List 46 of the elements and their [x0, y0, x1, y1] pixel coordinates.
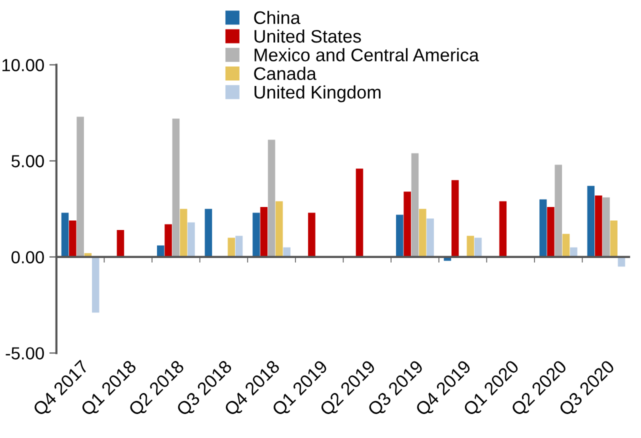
bar [499, 201, 507, 257]
bar [587, 186, 595, 257]
bar [116, 230, 124, 257]
bar [594, 195, 602, 257]
bar [426, 218, 434, 257]
bar [356, 168, 364, 257]
y-tick-label: 5.00 [12, 155, 44, 168]
bar [92, 256, 100, 313]
bar [602, 197, 610, 257]
bar [204, 208, 212, 257]
y-tick-label: 0.00 [11, 251, 44, 264]
bar [547, 207, 554, 257]
bar [396, 214, 404, 257]
bar [180, 208, 188, 257]
bar [164, 224, 172, 257]
bar [610, 220, 618, 257]
bar [283, 247, 290, 257]
bar [69, 220, 76, 257]
bar [554, 164, 562, 257]
bar [268, 140, 276, 257]
bar [308, 212, 316, 257]
y-tick-label: 10.00 [2, 58, 44, 72]
legend-label: Canada [254, 66, 316, 80]
bar [260, 207, 268, 257]
bar [61, 212, 69, 257]
legend-label: United States [254, 29, 361, 43]
bar [76, 116, 84, 257]
bar [466, 236, 474, 257]
legend-label: United Kingdom [254, 85, 380, 102]
bar [411, 153, 419, 257]
legend-label: Mexico and Central America [254, 48, 479, 62]
bar [156, 245, 164, 257]
bar [276, 201, 283, 257]
bar [451, 180, 459, 257]
bar [172, 118, 180, 257]
legend-label: China [254, 10, 300, 24]
bar [235, 236, 243, 257]
bar [252, 212, 260, 257]
y-tick-label: -5.00 [6, 347, 44, 360]
bar [539, 199, 547, 257]
bar [228, 238, 236, 257]
bar [474, 238, 482, 257]
bar [188, 222, 195, 257]
bar [404, 192, 411, 257]
bar [418, 208, 426, 257]
bar [562, 234, 570, 257]
